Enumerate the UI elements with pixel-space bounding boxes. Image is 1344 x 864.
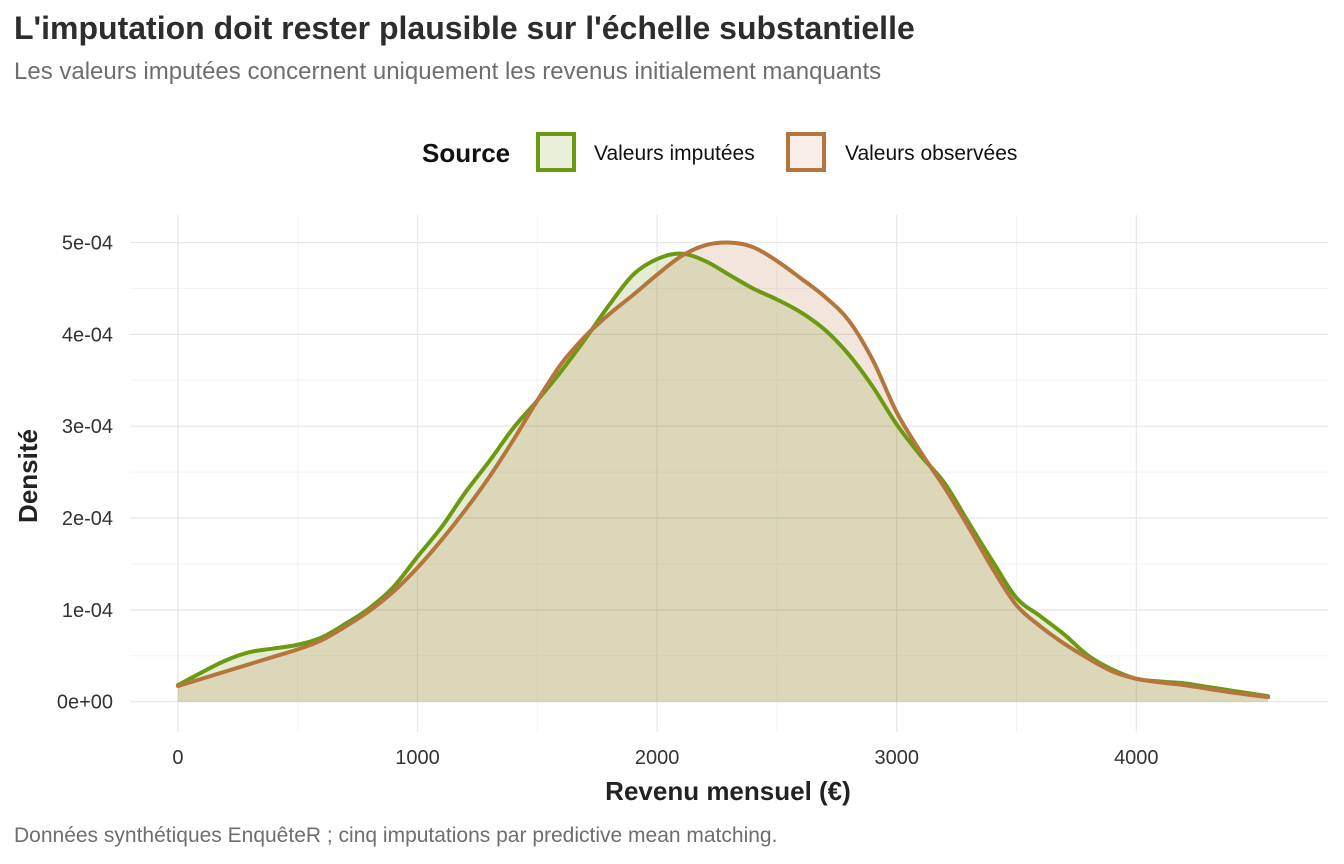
density-area-observed bbox=[177, 242, 1269, 702]
x-tick-label: 3000 bbox=[874, 747, 919, 769]
y-tick-label: 4e-04 bbox=[62, 324, 113, 346]
density-line-imputed bbox=[175, 251, 1271, 699]
y-tick-label: 1e-04 bbox=[62, 600, 113, 622]
y-tick-label: 3e-04 bbox=[62, 416, 113, 438]
legend-title: Source bbox=[422, 138, 511, 168]
legend: Source Valeurs imputées Valeurs observée… bbox=[0, 128, 1344, 178]
x-tick-label: 0 bbox=[172, 747, 183, 769]
y-tick-label: 2e-04 bbox=[62, 508, 113, 530]
chart-subtitle: Les valeurs imputées concernent uniqueme… bbox=[14, 58, 882, 85]
density-area-imputed bbox=[177, 253, 1269, 702]
y-tick-label: 5e-04 bbox=[62, 233, 113, 255]
chart-title: L'imputation doit rester plausible sur l… bbox=[14, 10, 915, 46]
legend-key-imputed bbox=[536, 132, 576, 172]
y-tick-label: 0e+00 bbox=[57, 692, 113, 714]
x-axis-title: Revenu mensuel (€) bbox=[605, 776, 851, 806]
axis-ticks: 0 1000 2000 3000 4000 0e+00 1e-04 2e-04 3e-04 4e-… bbox=[57, 233, 1159, 769]
legend-key-observed bbox=[786, 132, 826, 172]
x-tick-label: 1000 bbox=[395, 747, 440, 769]
chart-caption: Données synthétiques EnquêteR ; cinq imp… bbox=[14, 824, 778, 847]
density-line-observed bbox=[175, 240, 1271, 700]
legend-label-observed: Valeurs observées bbox=[845, 142, 1018, 165]
density-lines bbox=[175, 240, 1271, 700]
y-axis-title: Densité bbox=[13, 429, 43, 523]
x-tick-label: 4000 bbox=[1114, 747, 1159, 769]
legend-label-imputed: Valeurs imputées bbox=[594, 142, 755, 165]
density-areas bbox=[177, 242, 1269, 702]
x-tick-label: 2000 bbox=[635, 747, 680, 769]
